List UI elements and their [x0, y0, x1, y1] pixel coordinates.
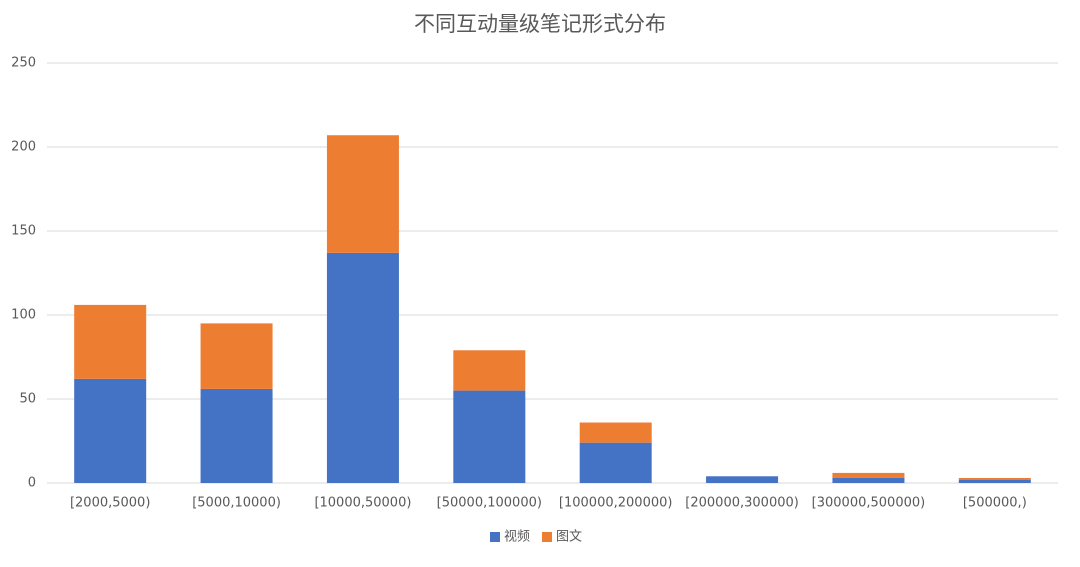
- y-tick-label: 50: [19, 392, 36, 407]
- x-tick-label: [2000,5000): [70, 496, 150, 511]
- y-tick-label: 250: [11, 56, 36, 71]
- x-tick-label: [100000,200000): [559, 496, 673, 511]
- y-tick-label: 200: [11, 140, 36, 155]
- bar-segment: [579, 442, 652, 483]
- bar-segment: [74, 304, 147, 379]
- bar-segment: [958, 477, 1031, 480]
- x-tick-label: [200000,300000): [685, 496, 799, 511]
- bar-segment: [706, 476, 779, 483]
- legend-swatch: [542, 532, 553, 542]
- bar-segment: [200, 388, 273, 483]
- y-tick-label: 0: [28, 476, 36, 491]
- x-tick-label: [5000,10000): [192, 496, 281, 511]
- x-tick-label: [10000,50000): [314, 496, 411, 511]
- legend-label: 视频: [504, 530, 530, 545]
- legend-swatch: [490, 532, 500, 542]
- bar-segment: [74, 378, 147, 483]
- x-tick-label: [500000,): [963, 496, 1027, 511]
- bar-segment: [958, 479, 1031, 483]
- bar-segment: [200, 323, 273, 389]
- legend-label: 图文: [556, 530, 582, 545]
- y-tick-label: 100: [11, 308, 36, 323]
- bar-segment: [832, 477, 905, 483]
- bar-segment: [832, 472, 905, 478]
- chart-title: 不同互动量级笔记形式分布: [414, 12, 666, 36]
- bar-segment: [326, 252, 399, 483]
- bar-segment: [453, 350, 526, 391]
- bar-segment: [453, 390, 526, 483]
- x-tick-label: [300000,500000): [812, 496, 926, 511]
- x-tick-label: [50000,100000): [437, 496, 542, 511]
- bar-segment: [579, 422, 652, 443]
- y-tick-label: 150: [11, 224, 36, 239]
- bar-segment: [326, 135, 399, 253]
